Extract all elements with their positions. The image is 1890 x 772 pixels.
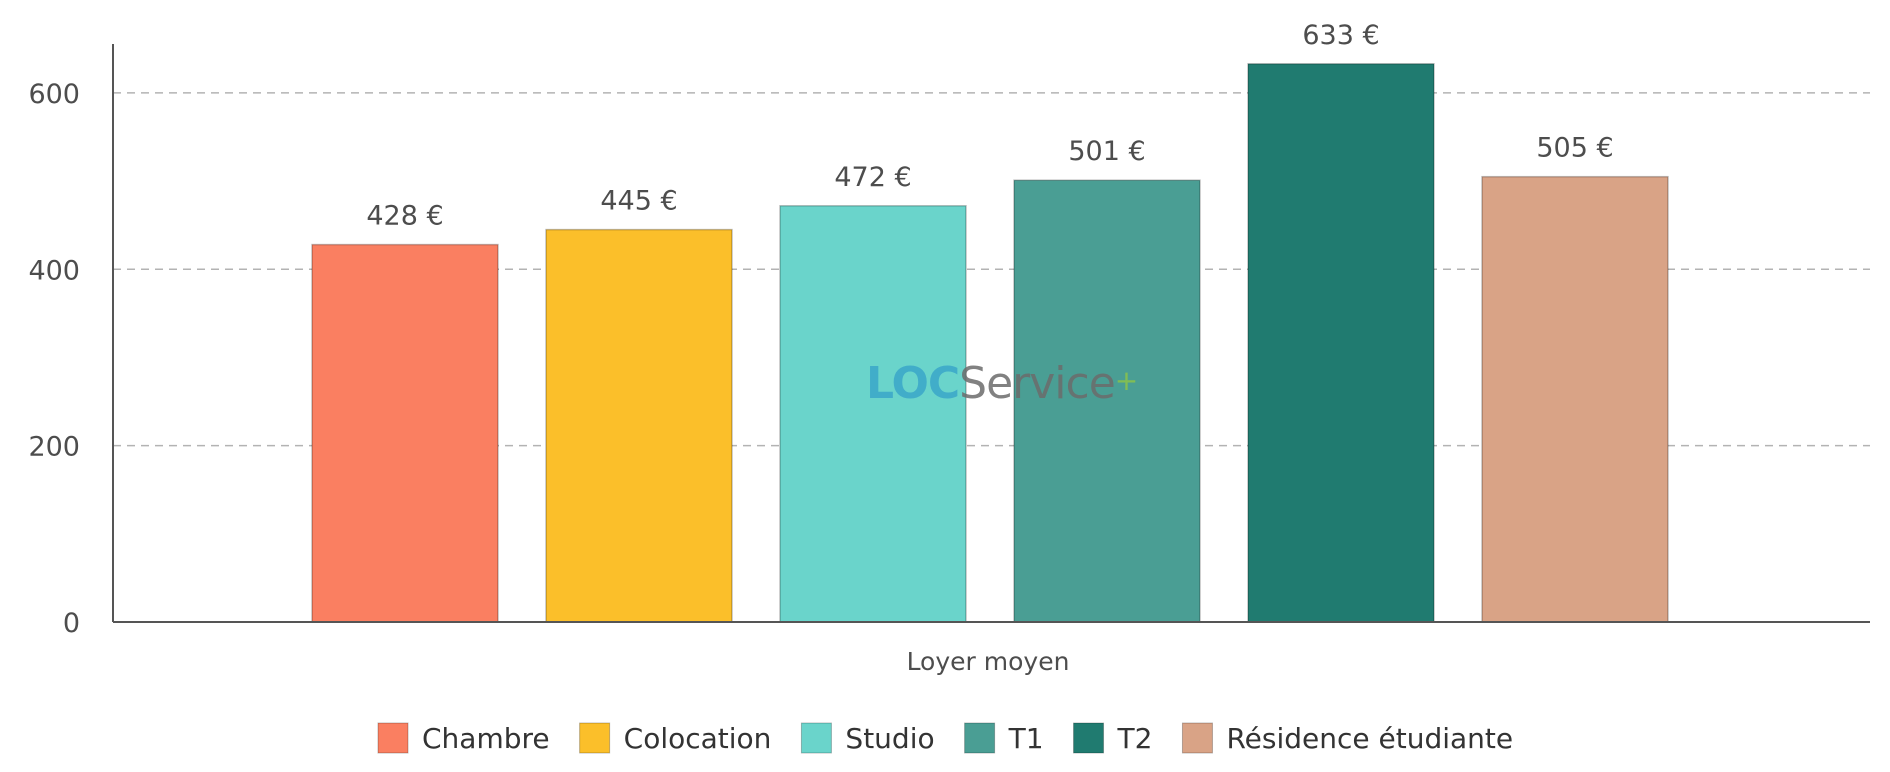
legend-label: Colocation	[624, 722, 772, 755]
y-tick-label: 200	[28, 432, 80, 463]
legend-label: T1	[1008, 722, 1044, 755]
legend-item: Résidence étudiante	[1181, 722, 1513, 755]
axes	[112, 44, 1870, 623]
legend-swatch	[964, 722, 996, 754]
watermark-logo: LOCService+	[866, 358, 1138, 409]
legend-label: Chambre	[422, 722, 550, 755]
bar-value-label: 633 €	[1302, 20, 1379, 51]
bar-value-label: 445 €	[600, 186, 677, 217]
y-tick-label: 0	[63, 608, 80, 639]
bar-chambre	[311, 243, 499, 623]
y-axis-ticks: 0 200 400 600	[28, 79, 80, 639]
bars	[311, 63, 1669, 623]
legend-item: Studio	[800, 722, 935, 755]
legend: Chambre Colocation Studio T1 T2 Résidence étu…	[377, 722, 1513, 755]
svg-text:LOCService+: LOCService+	[866, 358, 1138, 409]
legend-label: Résidence étudiante	[1226, 722, 1513, 755]
legend-label: Studio	[845, 722, 934, 755]
bar-t1	[1013, 179, 1201, 623]
legend-label: T2	[1117, 722, 1153, 755]
legend-item: T1	[964, 722, 1044, 755]
bar-colocation	[545, 228, 733, 623]
legend-swatch	[1073, 722, 1105, 754]
bar-value-label: 505 €	[1536, 133, 1613, 164]
y-tick-label: 400	[28, 255, 80, 286]
legend-swatch	[377, 722, 409, 754]
watermark-part-2: Service	[959, 358, 1115, 409]
y-tick-label: 600	[28, 79, 80, 110]
bar-r-sidence-tudiante	[1481, 175, 1669, 623]
legend-item: Chambre	[377, 722, 550, 755]
bar-value-label: 472 €	[834, 162, 911, 193]
bar-t2	[1247, 63, 1435, 623]
x-category-label: Loyer moyen	[907, 647, 1070, 676]
legend-swatch	[579, 722, 611, 754]
legend-swatch	[800, 722, 832, 754]
bar-value-label: 428 €	[366, 201, 443, 232]
legend-item: T2	[1073, 722, 1153, 755]
bar-value-label: 501 €	[1068, 136, 1145, 167]
legend-item: Colocation	[579, 722, 772, 755]
bar-studio	[779, 205, 967, 623]
watermark-plus-mark: +	[1115, 364, 1138, 397]
watermark-part-1: LOC	[866, 358, 959, 409]
value-labels: 428 € 445 € 472 € 501 € 633 € 505 €	[366, 20, 1613, 232]
legend-swatch	[1181, 722, 1213, 754]
